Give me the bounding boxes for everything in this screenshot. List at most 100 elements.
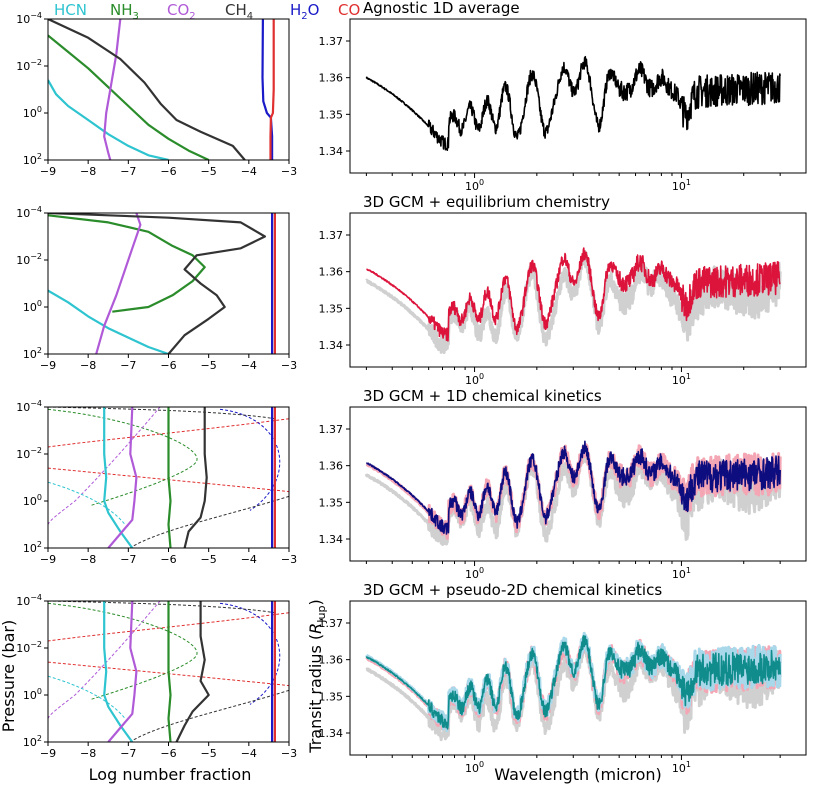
profile-xtick-label: −5: [201, 747, 217, 760]
profile-xtick-label: −4: [241, 553, 257, 566]
profile-ytick-label-base: 10: [16, 254, 30, 267]
spectrum-xtick-label-exp: 0: [479, 760, 484, 769]
dashed-profile-co-0: [48, 612, 289, 642]
spectrum-plot-area: [365, 631, 782, 742]
profile-xtick-label: −9: [40, 359, 56, 372]
spectrum-ytick-label: 1.36: [319, 266, 344, 279]
right-x-axis-label: Wavelength (micron): [494, 765, 661, 784]
right-y-axis-label: Transit radius (RJup): [306, 599, 328, 753]
profile-ytick-label: 10−4: [16, 593, 42, 608]
profile-line-ch4: [48, 19, 246, 160]
profile-ytick-label-exp: −4: [30, 593, 42, 602]
spectrum-ytick-label: 1.36: [319, 72, 344, 85]
spectrum-xtick-label-base: 10: [465, 762, 479, 775]
spectrum-line: [366, 247, 781, 342]
profile-ytick-label-base: 10: [16, 401, 30, 414]
profile-ytick-label: 10−2: [16, 640, 42, 655]
spectrum-xtick-label-base: 10: [672, 180, 686, 193]
profile-plot-area: [48, 407, 289, 548]
profile-plot-area: [48, 601, 289, 742]
legend-nh3-sub: 3: [133, 11, 139, 22]
spectrum-ytick-label: 1.34: [319, 533, 344, 546]
spectrum-ytick-label: 1.35: [319, 496, 344, 509]
spectrum-frame: [349, 212, 807, 368]
spectrum-plot-area: [365, 55, 781, 151]
spectrum-xtick-label: 100: [465, 566, 484, 581]
profile-ytick-label-base: 10: [23, 542, 37, 555]
spectrum-xtick-label-exp: 1: [686, 566, 691, 575]
profile-ytick-label-base: 10: [16, 60, 30, 73]
profile-ytick-label: 102: [23, 734, 42, 749]
profile-xtick-label: −3: [281, 553, 297, 566]
profile-xtick-label: −4: [241, 165, 257, 178]
dashed-profile-h2o-2: [219, 408, 281, 511]
legend-nh3-base: NH: [110, 1, 133, 19]
profile-ytick-label: 10−2: [16, 446, 42, 461]
profile-ytick-label-base: 10: [23, 348, 37, 361]
profile-ytick-label-base: 10: [23, 301, 37, 314]
profile-ytick-label: 10−2: [16, 58, 42, 73]
legend-ch4-sub: 4: [247, 11, 253, 22]
profile-xtick-label: −9: [40, 165, 56, 178]
spectrum-xtick-label-exp: 0: [479, 566, 484, 575]
profile-xtick-label: −4: [241, 359, 257, 372]
legend-co: CO: [338, 1, 360, 19]
profile-xtick-label: −5: [201, 553, 217, 566]
left-x-axis-label: Log number fraction: [89, 765, 252, 784]
profile-line-hcn: [103, 407, 134, 548]
dashed-profile-hcn-7: [48, 481, 126, 525]
profile-ytick-label: 100: [23, 493, 42, 508]
dashed-profile-nh3-5: [48, 408, 198, 507]
profile-ytick-label-base: 10: [16, 595, 30, 608]
legend-co2: CO2: [167, 1, 196, 22]
spectrum-xtick-label: 101: [672, 566, 691, 581]
spectrum-line: [365, 635, 781, 730]
profile-ytick-label-exp: −4: [30, 399, 42, 408]
legend-ch4: CH4: [225, 1, 253, 22]
spectrum-xtick-label-base: 10: [465, 374, 479, 387]
profile-xtick-label: −4: [241, 747, 257, 760]
legend-h2o: H2O: [290, 1, 319, 22]
right-y-label-suffix: ): [306, 599, 325, 605]
profile-line-h2o: [261, 19, 274, 160]
profile-line-nh3: [48, 214, 206, 313]
spectrum-frame: [349, 600, 807, 756]
profile-ytick-label: 100: [23, 299, 42, 314]
profile-ytick-label: 102: [23, 152, 42, 167]
spectrum-plot-area: [364, 440, 782, 546]
right-y-label-sub: Jup: [315, 606, 328, 624]
dashed-profile-h2o-2: [219, 602, 281, 705]
profile-line-nh3: [167, 407, 172, 548]
profile-xtick-label: −5: [201, 165, 217, 178]
spectrum-ytick-label: 1.34: [319, 145, 344, 158]
profile-xtick-label: −9: [40, 553, 56, 566]
profile-xtick-label: −8: [80, 165, 96, 178]
profile-ytick-label-exp: −2: [30, 446, 42, 455]
profile-line-hcn: [48, 79, 169, 160]
profile-ytick-label-base: 10: [23, 154, 37, 167]
legend-h2o-base: H: [290, 1, 301, 19]
profile-plot-area: [48, 213, 276, 354]
spectrum-title: 3D GCM + pseudo-2D chemical kinetics: [363, 581, 662, 599]
profile-ytick-label-exp: 2: [37, 734, 42, 743]
profile-xtick-label: −3: [281, 359, 297, 372]
profile-xtick-label: −5: [201, 359, 217, 372]
profile-ytick-label: 10−4: [16, 399, 42, 414]
legend-co2-sub: 2: [189, 11, 195, 22]
profile-xtick-label: −3: [281, 165, 297, 178]
profile-xtick-label: −7: [120, 359, 136, 372]
profile-xtick-label: −7: [120, 553, 136, 566]
profile-ytick-label: 102: [23, 540, 42, 555]
legend-h2o-tail: O: [308, 1, 320, 19]
profile-ytick-label-base: 10: [16, 448, 30, 461]
spectrum-xtick-label: 101: [672, 760, 691, 775]
spectrum-xtick-label-base: 10: [465, 180, 479, 193]
spectrum-xtick-label-exp: 1: [686, 178, 691, 187]
spectrum-reference-line: [365, 250, 782, 354]
profile-plot-area: [48, 19, 275, 160]
spectrum-xtick-label-exp: 0: [479, 372, 484, 381]
dashed-profile-hcn-7: [48, 675, 126, 719]
legend-co-base: CO: [338, 1, 360, 19]
